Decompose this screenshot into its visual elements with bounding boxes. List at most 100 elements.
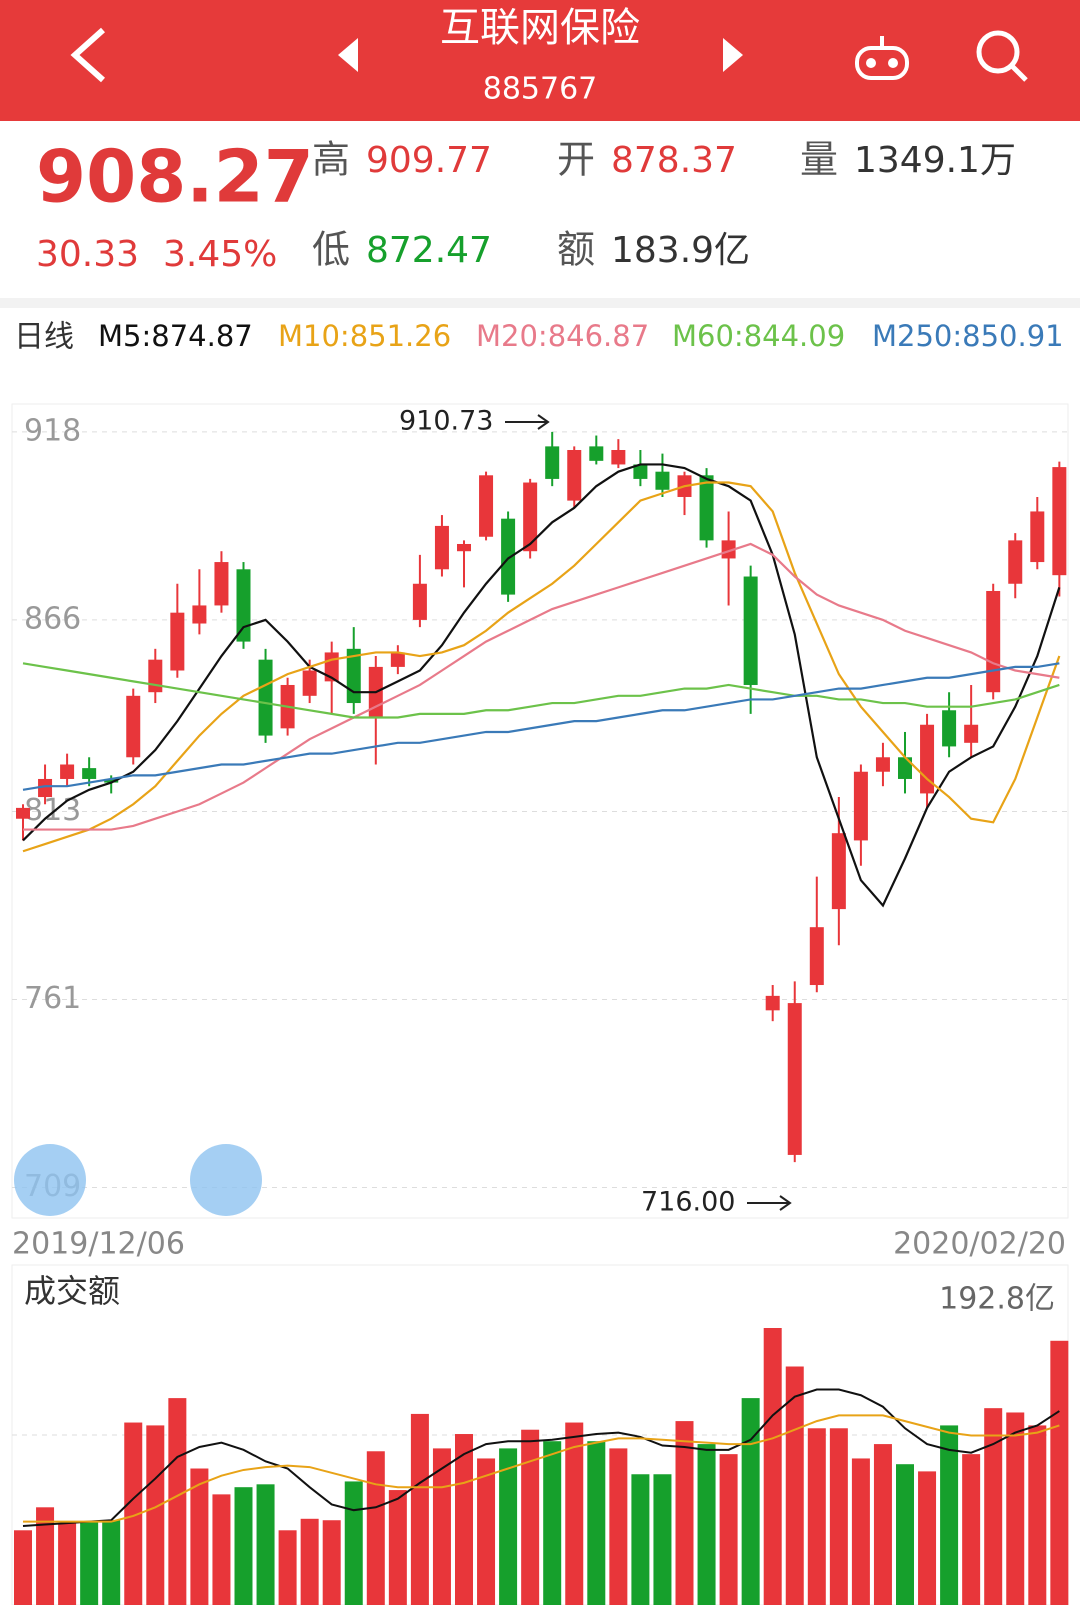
volume-bar xyxy=(521,1429,540,1605)
change: 30.33 xyxy=(36,234,139,275)
candle-body xyxy=(699,475,714,541)
volume-bar xyxy=(896,1464,914,1605)
top-bar xyxy=(0,0,1080,121)
candle-body xyxy=(1008,540,1023,584)
candle-body xyxy=(170,612,185,671)
quote-label: 额 xyxy=(557,228,595,272)
robot-icon[interactable] xyxy=(855,36,909,80)
volume-bar xyxy=(918,1471,937,1605)
volume-bar xyxy=(1028,1425,1047,1605)
legend-entry: M60:844.09 xyxy=(672,319,845,353)
candle-body xyxy=(765,995,780,1011)
back-button[interactable] xyxy=(70,27,105,83)
volume-bar xyxy=(631,1474,650,1605)
candle-body xyxy=(390,652,405,667)
y-tick-label: 192.8亿 xyxy=(939,1282,1055,1317)
candle-body xyxy=(589,446,604,461)
annotation-arrow xyxy=(747,1195,792,1211)
volume-bar xyxy=(146,1425,165,1605)
ma-line xyxy=(22,662,1060,791)
quote-label: 高 xyxy=(312,138,350,182)
candle-body xyxy=(60,764,75,779)
candle-body xyxy=(479,475,494,537)
volume-bar xyxy=(697,1444,716,1605)
volume-bar xyxy=(609,1448,628,1605)
y-tick-label: 866 xyxy=(24,601,81,636)
legend-entry: M20:846.87 xyxy=(476,319,649,353)
candle-body xyxy=(1030,511,1045,563)
volume-bar xyxy=(366,1451,385,1605)
volume-bar xyxy=(587,1441,606,1605)
annotation: 910.73 xyxy=(399,406,493,437)
candle-body xyxy=(258,659,273,736)
candle-body xyxy=(457,543,471,552)
volume-bar xyxy=(58,1523,77,1605)
volume-bar xyxy=(873,1444,892,1605)
candle-body xyxy=(875,757,890,772)
volume-bar xyxy=(763,1328,782,1605)
stock-code: 885767 xyxy=(483,72,598,107)
candle-body xyxy=(898,757,912,779)
volume-bar xyxy=(212,1494,231,1605)
candle-body xyxy=(214,562,229,606)
ma-line xyxy=(22,463,1061,908)
candle-body xyxy=(412,583,427,620)
ma-line xyxy=(23,542,1060,831)
volume-bar xyxy=(278,1530,297,1605)
candle-body xyxy=(942,710,957,747)
volume-bar xyxy=(102,1520,121,1605)
candle-body xyxy=(16,807,30,819)
volume-bar xyxy=(1006,1412,1025,1605)
stock-title: 互联网保险 xyxy=(440,5,640,51)
candle-body xyxy=(633,464,648,479)
expand-button[interactable] xyxy=(190,1144,262,1216)
search-icon[interactable] xyxy=(976,30,1028,82)
volume-bar xyxy=(807,1428,826,1605)
volume-bar xyxy=(499,1448,518,1605)
volume-bar xyxy=(984,1408,1003,1605)
volume-ma-line xyxy=(22,1388,1060,1527)
volume-bar xyxy=(940,1425,959,1605)
y-tick-label: 918 xyxy=(24,413,81,448)
legend-entry: M250:850.91 xyxy=(872,319,1064,353)
volume-bar xyxy=(36,1507,55,1605)
x-tick-label: 2020/02/20 xyxy=(893,1227,1066,1262)
volume-bar xyxy=(80,1521,99,1605)
volume-bar xyxy=(565,1422,584,1605)
volume-bar xyxy=(455,1434,473,1605)
volume-bar xyxy=(256,1484,275,1605)
volume-bar xyxy=(719,1454,738,1605)
annotation-arrow xyxy=(505,414,550,430)
candle-body xyxy=(104,778,119,783)
volume-ma-line xyxy=(23,1414,1060,1523)
next-button[interactable] xyxy=(723,38,743,72)
quote-value: 872.47 xyxy=(366,230,492,271)
change-pct: 3.45% xyxy=(163,234,277,275)
volume-bar xyxy=(124,1422,143,1605)
quote-value: 183.9亿 xyxy=(611,230,750,271)
volume-bar xyxy=(322,1520,341,1605)
candle-body xyxy=(192,605,207,624)
x-tick-label: 2019/12/06 xyxy=(12,1227,185,1262)
volume-bar xyxy=(785,1366,804,1605)
ma-line xyxy=(22,481,1061,853)
volume-bar xyxy=(851,1458,870,1605)
candle-body xyxy=(126,695,141,758)
volume-bar xyxy=(675,1421,694,1605)
quote-value: 878.37 xyxy=(611,140,737,181)
scroll-button[interactable] xyxy=(14,1144,86,1216)
volume-bar xyxy=(168,1398,187,1605)
volume-bar xyxy=(653,1474,672,1605)
candle-body xyxy=(743,576,758,685)
candle-body xyxy=(434,525,449,570)
candle-body xyxy=(567,449,582,501)
volume-bar xyxy=(344,1481,363,1605)
candle-body xyxy=(831,833,846,910)
separator xyxy=(0,298,1080,308)
prev-button[interactable] xyxy=(338,38,358,72)
volume-bar xyxy=(962,1454,981,1605)
y-tick-label: 761 xyxy=(24,981,81,1016)
quote-value: 1349.1万 xyxy=(854,140,1016,181)
